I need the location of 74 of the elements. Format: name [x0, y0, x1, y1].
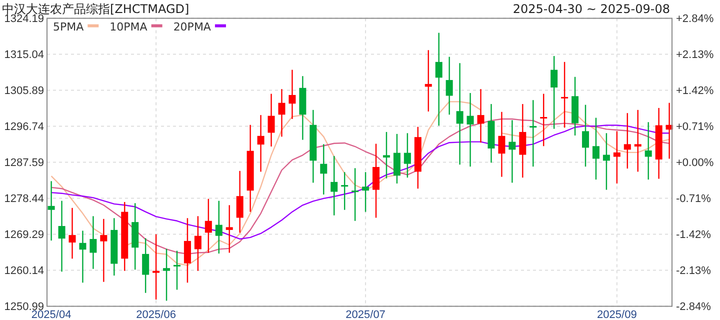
y2-tick-label: +0.71% — [676, 120, 714, 133]
y2-tick-label: -0.71% — [676, 192, 712, 205]
candlestick — [404, 132, 411, 178]
candlestick — [226, 204, 233, 254]
y-tick-label: 1278.44 — [4, 192, 44, 205]
candlestick — [184, 218, 191, 284]
candlestick — [163, 248, 170, 302]
candlestick — [362, 171, 370, 212]
candlestick — [330, 155, 338, 216]
y2-tick-label: -1.42% — [676, 228, 712, 241]
candlestick — [278, 88, 286, 138]
y2-tick-label: +1.42% — [676, 84, 714, 97]
x-tick-label: 2025/07 — [346, 309, 386, 320]
candlestick — [194, 216, 202, 272]
candlestick — [466, 92, 474, 168]
candlestick — [602, 132, 610, 190]
candlestick — [530, 99, 537, 168]
candlestick — [550, 55, 558, 130]
candlestick — [257, 114, 264, 172]
candlestick — [498, 111, 506, 178]
candlestick — [90, 216, 97, 270]
y-tick-label: 1296.74 — [4, 120, 44, 133]
candlestick — [68, 207, 76, 260]
candlestick — [372, 143, 380, 218]
y-tick-label: 1269.29 — [4, 228, 44, 241]
candlestick — [352, 168, 359, 222]
y-tick-label: 1315.04 — [4, 48, 44, 61]
legend-label: 5PMA — [53, 20, 84, 34]
candlestick — [456, 62, 464, 166]
x-tick-label: 2025/04 — [31, 309, 72, 320]
candlestick — [382, 131, 390, 179]
candlestick — [100, 218, 108, 282]
candlestick — [152, 234, 160, 300]
candlestick — [320, 144, 328, 196]
candlestick — [592, 117, 600, 180]
candlestick — [582, 104, 590, 168]
candlestick — [561, 61, 568, 128]
y-tick-label: 1260.14 — [4, 264, 44, 277]
candlestick — [540, 93, 548, 147]
candlestick — [644, 122, 652, 180]
candlestick — [424, 50, 432, 112]
y2-tick-label: +0.00% — [676, 156, 714, 169]
candlestick — [613, 130, 620, 184]
y2-tick-label: -2.84% — [676, 300, 712, 313]
candlestick — [446, 56, 453, 116]
legend-label: 20PMA — [173, 20, 212, 34]
candlestick — [624, 112, 631, 170]
candlestick — [173, 250, 180, 290]
candlestick — [142, 238, 150, 294]
candlestick — [288, 69, 296, 120]
y-tick-label: 1305.89 — [4, 84, 44, 97]
candlestick — [204, 198, 212, 254]
y2-tick-label: +2.13% — [676, 48, 714, 61]
candlestick — [508, 120, 516, 184]
y2-tick-label: -2.13% — [676, 264, 712, 277]
chart-title: 中汉大连农产品综指[ZHCTMAGD] — [2, 2, 190, 16]
y2-tick-label: +2.84% — [676, 12, 714, 25]
y-tick-label: 1287.59 — [4, 156, 44, 169]
candlestick — [435, 32, 442, 126]
candlestick — [341, 171, 348, 210]
chart-subtitle: 2025-04-30 ~ 2025-09-08 — [512, 2, 670, 16]
candlestick — [58, 200, 66, 272]
legend-label: 10PMA — [110, 20, 148, 34]
x-tick-label: 2025/09 — [597, 309, 637, 320]
candlestick — [215, 200, 222, 254]
candlestick — [79, 230, 86, 284]
candlestick — [634, 109, 642, 172]
candlestick — [268, 93, 275, 148]
candlestick — [393, 133, 400, 184]
line-series — [50, 124, 670, 240]
candlestick — [477, 88, 484, 144]
x-tick-label: 2025/06 — [136, 309, 176, 320]
candlestick — [519, 103, 526, 178]
candlestick — [236, 170, 244, 234]
